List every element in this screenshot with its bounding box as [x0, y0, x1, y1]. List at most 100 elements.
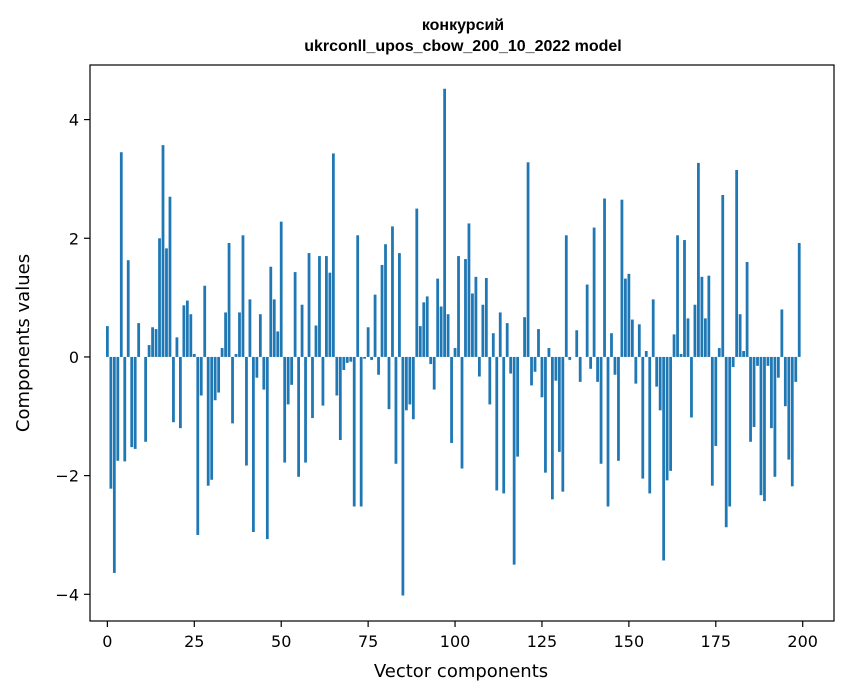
bar-51 [283, 356, 287, 463]
bar-61 [318, 256, 321, 357]
bar-165 [679, 353, 683, 357]
bar-145 [610, 333, 613, 357]
bar-111 [491, 333, 495, 357]
bar-40 [245, 356, 248, 466]
bar-31 [213, 356, 217, 401]
x-axis-label: Vector components [374, 661, 548, 682]
y-tick-label-1: −2 [55, 467, 79, 486]
bar-38 [238, 312, 241, 357]
bar-148 [620, 199, 624, 357]
bar-79 [380, 264, 384, 357]
bar-141 [596, 356, 599, 382]
bar-84 [398, 253, 401, 357]
bar-26 [196, 356, 200, 535]
bar-77 [373, 294, 377, 357]
bar-163 [672, 334, 676, 357]
bar-110 [488, 356, 492, 405]
x-tick-label-175: 175 [701, 632, 732, 651]
bar-68 [342, 356, 346, 370]
bar-166 [683, 240, 686, 357]
bar-57 [304, 356, 307, 463]
bar-124 [537, 329, 540, 357]
y-axis-label: Components values [13, 254, 34, 432]
bar-89 [415, 208, 419, 357]
bar-190 [766, 356, 770, 366]
bar-101 [457, 256, 460, 357]
chart-title-line-1: конкурсий [422, 17, 504, 34]
bar-72 [356, 235, 360, 357]
bar-147 [617, 356, 620, 461]
bar-53 [290, 356, 294, 385]
bar-118 [516, 356, 520, 457]
bar-195 [783, 356, 787, 407]
bar-125 [540, 356, 544, 398]
bar-60 [314, 325, 318, 357]
bar-36 [231, 356, 234, 424]
bar-155 [644, 351, 648, 357]
bars [105, 88, 801, 596]
bar-5 [123, 356, 127, 462]
bar-104 [467, 223, 471, 357]
bar-144 [606, 356, 610, 507]
bar-158 [655, 356, 659, 387]
bar-131 [561, 356, 565, 492]
bar-90 [418, 326, 422, 357]
bar-160 [662, 356, 666, 561]
bar-146 [613, 356, 617, 375]
bar-18 [168, 196, 172, 357]
bar-113 [498, 312, 502, 357]
bar-161 [665, 356, 669, 481]
bar-7 [130, 356, 134, 448]
y-tick-label-3: 2 [69, 229, 79, 248]
bar-12 [147, 345, 151, 357]
bar-9 [137, 323, 141, 357]
bar-135 [575, 330, 579, 357]
bar-13 [151, 327, 154, 357]
bar-91 [422, 302, 426, 357]
bar-85 [401, 356, 405, 596]
bar-196 [787, 356, 791, 460]
bar-167 [686, 318, 690, 357]
bar-138 [585, 284, 589, 357]
y-tick-label-0: −4 [55, 585, 79, 604]
bar-0 [105, 326, 109, 357]
bar-123 [533, 356, 537, 372]
bar-153 [637, 324, 641, 357]
bar-6 [126, 260, 130, 357]
bar-17 [165, 248, 168, 357]
bar-59 [311, 356, 314, 419]
bar-75 [366, 327, 370, 357]
bar-180 [731, 356, 735, 368]
bar-191 [770, 356, 773, 429]
bar-16 [161, 145, 165, 357]
bar-21 [179, 356, 182, 429]
bar-172 [703, 318, 707, 357]
bar-174 [710, 356, 714, 486]
bar-102 [460, 356, 464, 469]
x-tick-label-25: 25 [184, 632, 204, 651]
bar-106 [474, 276, 478, 357]
bar-97 [443, 88, 447, 357]
bar-176 [717, 348, 721, 357]
bar-116 [509, 356, 513, 374]
bar-33 [220, 348, 224, 357]
bar-63 [325, 256, 328, 357]
y-tick-label-2: 0 [69, 348, 79, 367]
bar-92 [425, 296, 429, 357]
bar-156 [648, 356, 652, 494]
bar-96 [439, 306, 443, 357]
bar-115 [505, 323, 509, 357]
bar-39 [241, 235, 245, 357]
bar-173 [707, 275, 711, 357]
bar-82 [391, 226, 394, 357]
bar-15 [158, 238, 161, 357]
bar-80 [384, 244, 387, 357]
bar-185 [749, 356, 752, 442]
bar-71 [352, 356, 356, 507]
bar-65 [331, 153, 335, 357]
bar-171 [700, 276, 704, 357]
bar-151 [630, 319, 634, 357]
bar-42 [252, 356, 255, 532]
bar-150 [627, 273, 631, 357]
bar-103 [464, 259, 467, 357]
